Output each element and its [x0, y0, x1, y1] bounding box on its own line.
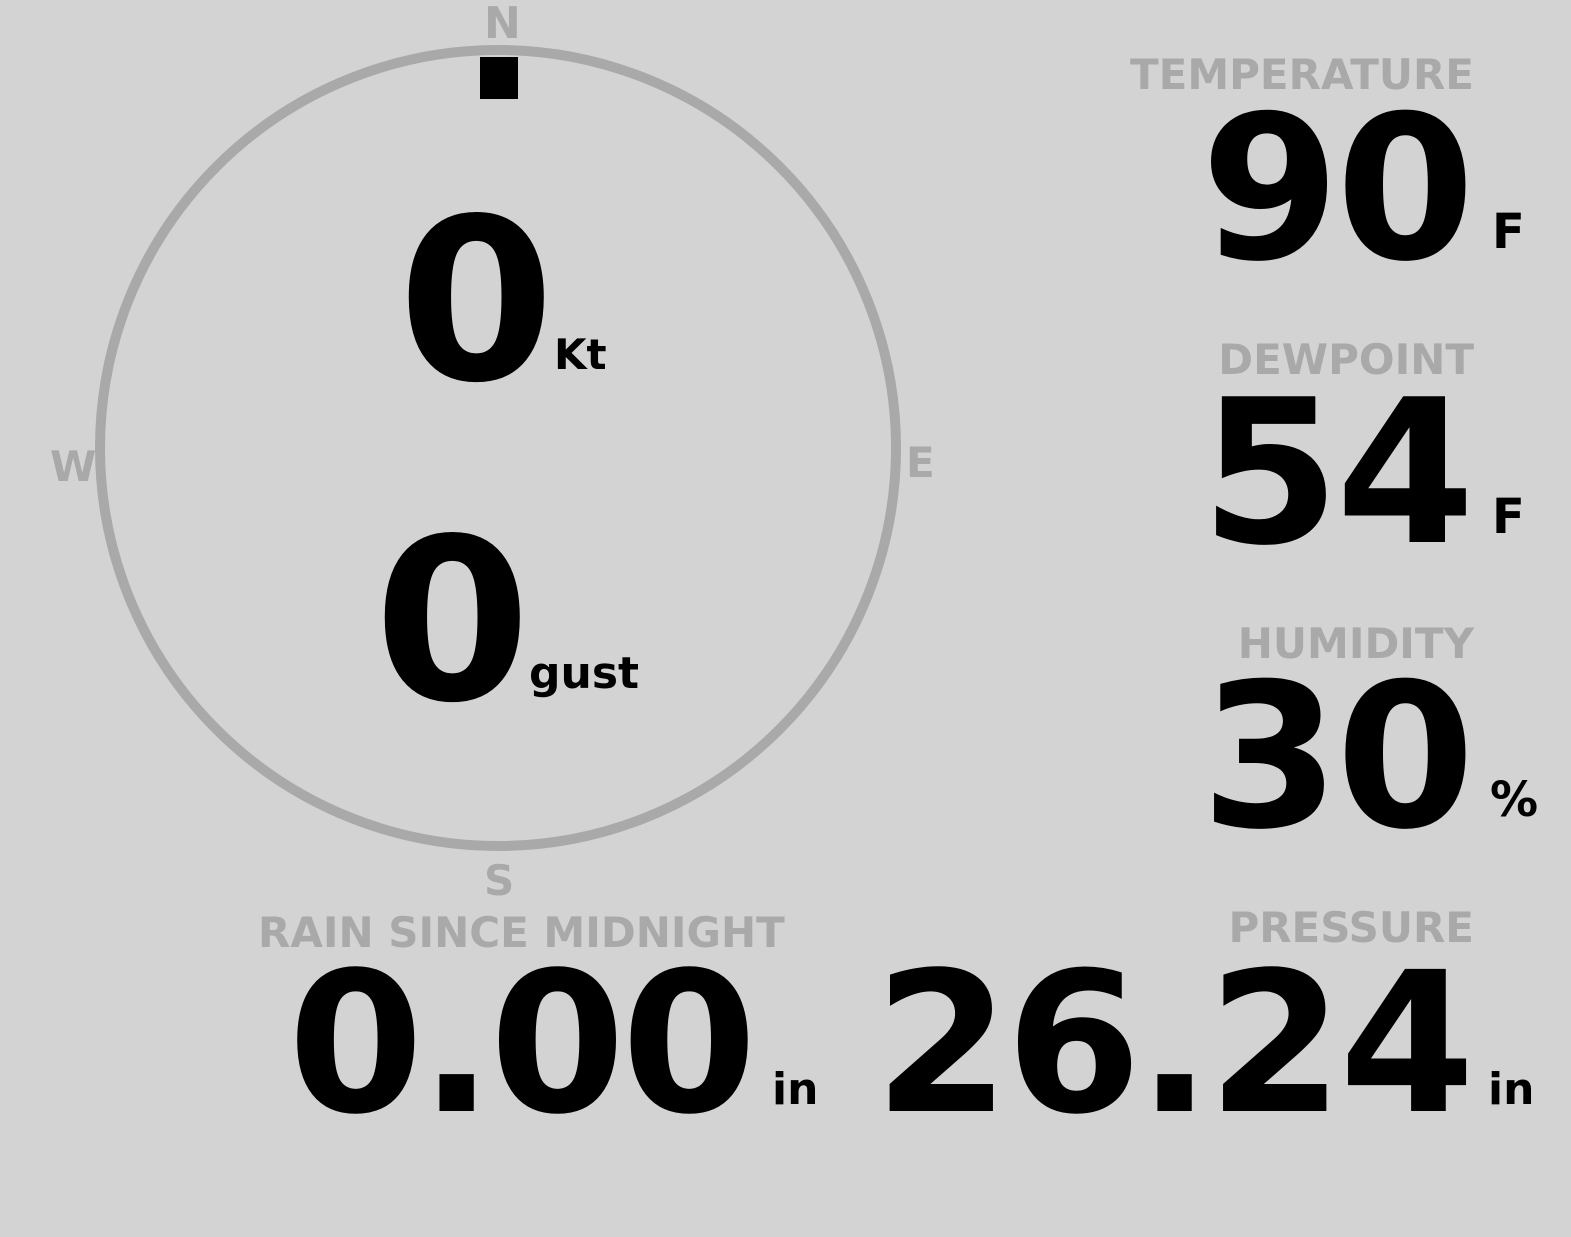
pressure-card: PRESSURE: [1228, 907, 1474, 949]
compass-west: W: [50, 442, 97, 491]
compass-north: N: [484, 0, 521, 49]
compass-ring: [95, 45, 901, 851]
humidity-value: 30: [1200, 641, 1475, 874]
humidity-label: HUMIDITY: [1237, 619, 1474, 668]
wind-gust-unit: gust: [529, 648, 640, 699]
temperature-value: 90: [1200, 73, 1475, 306]
wind-gust-value: 0: [374, 491, 531, 753]
humidity-unit: %: [1490, 772, 1539, 828]
dewpoint-card: DEWPOINT: [1218, 339, 1474, 381]
temperature-card: TEMPERATURE: [1130, 54, 1474, 96]
pressure-unit: in: [1488, 1064, 1535, 1115]
rain-unit: in: [772, 1064, 819, 1115]
humidity-card: HUMIDITY: [1238, 623, 1474, 665]
compass-south: S: [484, 856, 515, 905]
dewpoint-value: 54: [1200, 357, 1475, 590]
rain-value: 0.00: [287, 930, 757, 1157]
temperature-unit: F: [1492, 204, 1525, 260]
pressure-label: PRESSURE: [1228, 903, 1474, 952]
dewpoint-unit: F: [1492, 489, 1525, 545]
temperature-label: TEMPERATURE: [1130, 50, 1474, 99]
dewpoint-label: DEWPOINT: [1218, 335, 1474, 384]
wind-speed-value: 0: [398, 171, 555, 433]
wind-direction-marker: [480, 57, 518, 99]
rain-label: RAIN SINCE MIDNIGHT: [258, 908, 785, 957]
compass-east: E: [906, 438, 935, 487]
wind-speed-unit: Kt: [554, 330, 607, 379]
pressure-value: 26.24: [874, 930, 1475, 1157]
